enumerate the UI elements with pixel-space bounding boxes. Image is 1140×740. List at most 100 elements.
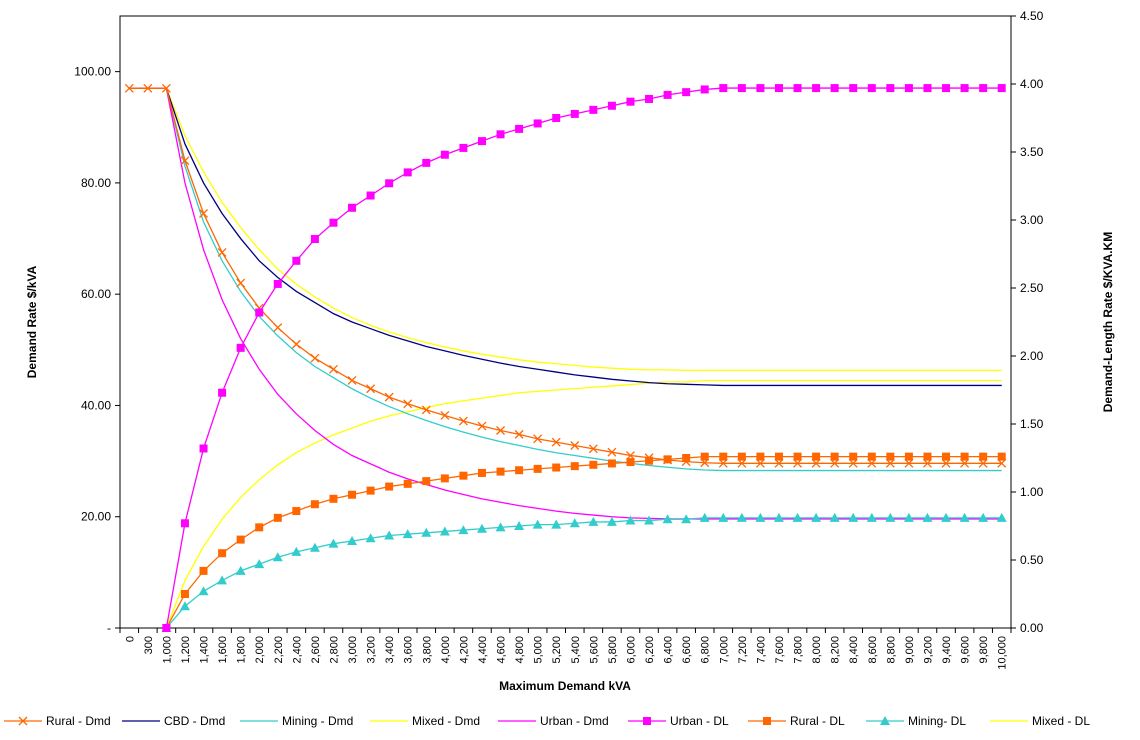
rural-dl-point (867, 452, 876, 461)
x-tick-label: 4,600 (496, 636, 508, 664)
right-tick-label: 2.00 (1020, 349, 1044, 363)
mining-dl-point (384, 530, 395, 540)
rural-dmd-point (978, 458, 988, 468)
mining-dl-point (792, 512, 803, 522)
rural-dl-point (923, 452, 932, 461)
rural-dl-point (236, 535, 245, 544)
rural-dmd-point (440, 411, 450, 420)
x-tick-label: 7,200 (737, 636, 749, 664)
rural-dl-point (719, 452, 728, 461)
rural-dl-point (552, 463, 561, 472)
urban-dl-point (348, 203, 357, 212)
rural-dl-point (310, 500, 319, 509)
x-tick-label: 5,400 (570, 636, 582, 664)
left-tick-label: 20.00 (81, 510, 111, 524)
rural-dl-point (403, 479, 412, 488)
rural-dl-point (812, 452, 821, 461)
legend-label: Urban - DL (670, 714, 729, 728)
rural-dl-point (682, 454, 691, 462)
rural-dl-point (589, 460, 598, 469)
right-tick-label: 3.50 (1020, 145, 1044, 159)
x-tick-label: 2,000 (254, 636, 266, 664)
urban-dl-point (793, 84, 802, 93)
rural-dmd-point (923, 458, 932, 468)
rural-dmd-point (885, 458, 895, 468)
left-tick-label: 40.00 (81, 398, 111, 412)
urban-dl-point (997, 84, 1006, 93)
mining-dl-point (532, 519, 543, 529)
mining-dl-point (272, 552, 283, 562)
mining-dl-point (644, 515, 655, 525)
urban-dl-point (867, 84, 876, 93)
legend-item-mining-dmd: Mining - Dmd (240, 714, 353, 728)
rural-dmd-point (904, 458, 914, 468)
urban-dl-point (236, 343, 245, 352)
mining-dl-point (848, 512, 859, 522)
rural-dmd-point (588, 444, 598, 454)
urban-dl-point (812, 84, 821, 93)
left-axis: - 20.00 40.00 60.00 80.00 100.00 (74, 65, 120, 635)
left-axis-title: Demand Rate $/kVA (25, 265, 39, 378)
series-urban-dl (162, 84, 1006, 632)
x-tick-label: 8,000 (811, 636, 823, 664)
x-tick-label: 4,400 (477, 636, 489, 664)
left-tick-label: - (107, 621, 111, 635)
legend-marker (763, 717, 771, 725)
rural-dl-point (496, 467, 505, 476)
rural-dl-point (756, 452, 765, 461)
rural-dl-point (942, 452, 951, 461)
mining-dl-point (681, 514, 692, 524)
left-tick-label: 80.00 (81, 176, 111, 190)
mining-dl-point (978, 512, 989, 522)
rural-dl-point (793, 452, 802, 461)
rural-dmd-point (477, 421, 487, 431)
urban-dl-point (904, 84, 913, 93)
urban-dl-point (886, 84, 895, 93)
rural-dmd-point (143, 83, 153, 93)
urban-dl-point (199, 444, 208, 453)
mining-dmd-line (129, 87, 1002, 472)
urban-dl-point (979, 84, 988, 93)
rural-dl-point (199, 566, 208, 575)
right-tick-label: 1.50 (1020, 417, 1044, 431)
x-tick-label: 8,400 (848, 636, 860, 664)
x-tick-label: 6,400 (663, 636, 675, 664)
right-tick-label: 4.00 (1020, 77, 1044, 91)
rural-dl-point (737, 452, 746, 461)
x-tick-label: 6,200 (644, 636, 656, 664)
mining-dl-point (718, 512, 729, 522)
mining-dl-point (402, 529, 413, 539)
legend-label: Mixed - Dmd (412, 714, 480, 728)
urban-dl-point (774, 84, 783, 93)
mining-dl-point (625, 515, 636, 525)
rural-dmd-point (551, 437, 561, 447)
x-tick-label: 1,800 (236, 636, 248, 664)
mining-dl-point (866, 512, 877, 522)
mining-dl-point (217, 575, 228, 585)
mining-dl-point (495, 522, 506, 532)
rural-dmd-point (811, 458, 821, 468)
x-tick-label: 9,000 (904, 636, 916, 664)
legend-label: Rural - DL (790, 714, 845, 728)
x-tick-label: 1,000 (161, 636, 173, 664)
left-tick-label: 100.00 (74, 65, 111, 79)
legend-item-cbd-dmd: CBD - Dmd (122, 714, 225, 728)
urban-dl-point (515, 124, 524, 133)
rural-dmd-point (997, 458, 1007, 468)
legend-marker (880, 716, 890, 725)
x-axis-title: Maximum Demand kVA (499, 679, 631, 693)
x-tick-label: 8,200 (830, 636, 842, 664)
mining-dl-line (165, 517, 1002, 629)
x-tick-label: 3,200 (366, 636, 378, 664)
rural-dmd-point (941, 458, 951, 468)
x-tick-label: 9,800 (978, 636, 990, 664)
rural-dl-point (385, 482, 394, 491)
rural-dmd-point (960, 458, 970, 468)
rural-dmd-point (366, 384, 376, 394)
rural-dl-point (292, 507, 301, 516)
right-axis-title: Demand-Length Rate $/KVA.KM (1101, 232, 1115, 412)
legend-item-mixed-dl: Mixed - DL (990, 714, 1090, 728)
urban-dl-point (700, 85, 709, 94)
urban-dl-point (459, 143, 468, 152)
